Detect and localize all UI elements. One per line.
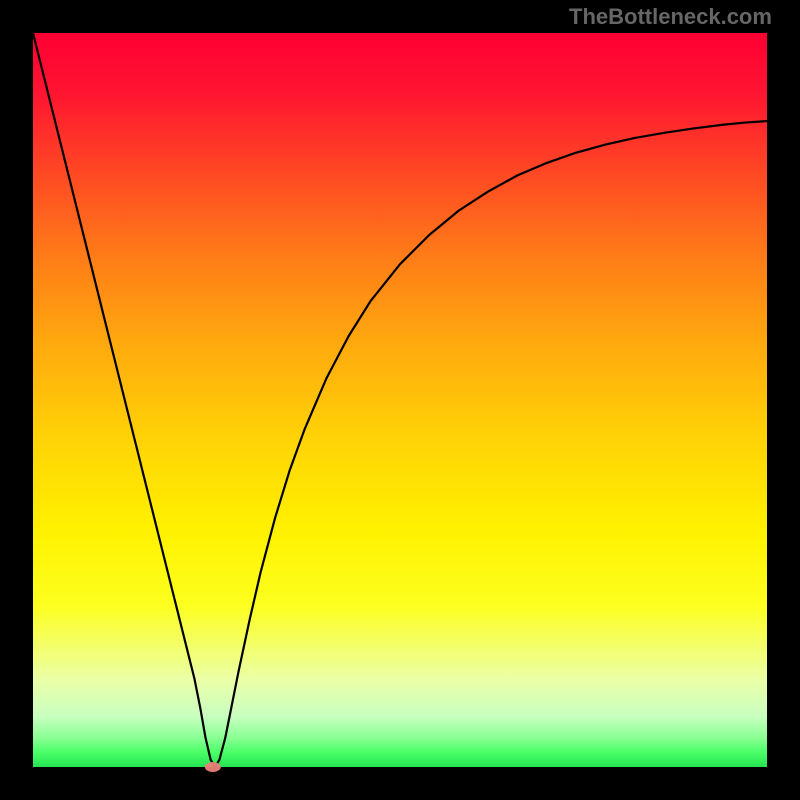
plot-area — [33, 33, 767, 767]
watermark-text: TheBottleneck.com — [569, 4, 772, 30]
chart-container: TheBottleneck.com — [0, 0, 800, 800]
